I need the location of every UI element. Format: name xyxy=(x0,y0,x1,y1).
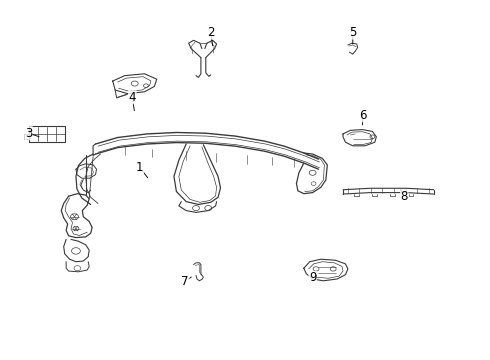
Text: 6: 6 xyxy=(359,109,367,122)
Text: 7: 7 xyxy=(181,275,189,288)
Text: 1: 1 xyxy=(136,161,144,174)
Text: 9: 9 xyxy=(309,271,317,284)
Text: 4: 4 xyxy=(128,91,136,104)
Text: 2: 2 xyxy=(207,26,215,39)
Text: 3: 3 xyxy=(24,127,32,140)
Text: 8: 8 xyxy=(400,190,408,203)
Text: 5: 5 xyxy=(349,26,357,39)
